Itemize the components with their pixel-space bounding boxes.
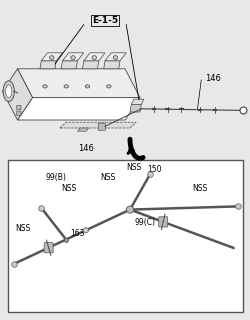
Text: NSS: NSS [15, 224, 30, 233]
Ellipse shape [3, 81, 14, 102]
Text: 99(B): 99(B) [45, 173, 66, 182]
Ellipse shape [6, 85, 12, 98]
FancyBboxPatch shape [17, 111, 21, 116]
Polygon shape [61, 61, 78, 69]
Text: 150: 150 [148, 165, 162, 174]
Ellipse shape [92, 56, 96, 60]
Polygon shape [131, 99, 144, 105]
Ellipse shape [43, 85, 47, 88]
Text: 163: 163 [70, 229, 85, 238]
Polygon shape [2, 69, 32, 120]
Bar [8, 160, 242, 312]
Ellipse shape [85, 85, 90, 88]
Text: NSS: NSS [61, 184, 76, 193]
Text: 99(C): 99(C) [134, 218, 156, 227]
Ellipse shape [71, 56, 75, 60]
Polygon shape [62, 53, 84, 61]
Ellipse shape [113, 56, 118, 60]
Text: NSS: NSS [126, 164, 142, 172]
Polygon shape [40, 61, 56, 69]
FancyBboxPatch shape [98, 123, 106, 130]
Polygon shape [82, 61, 99, 69]
Polygon shape [104, 61, 120, 69]
Polygon shape [105, 53, 126, 61]
Text: E-1-5: E-1-5 [92, 16, 118, 25]
FancyBboxPatch shape [159, 217, 168, 227]
Polygon shape [18, 69, 140, 98]
Polygon shape [84, 53, 105, 61]
FancyBboxPatch shape [44, 243, 53, 253]
Text: NSS: NSS [192, 184, 208, 193]
Ellipse shape [83, 228, 88, 233]
Polygon shape [41, 53, 62, 61]
Polygon shape [130, 105, 141, 112]
Polygon shape [60, 122, 136, 128]
FancyBboxPatch shape [17, 105, 21, 110]
Ellipse shape [106, 85, 111, 88]
Text: NSS: NSS [100, 173, 115, 182]
Polygon shape [18, 98, 140, 120]
Text: 146: 146 [78, 144, 94, 153]
Ellipse shape [126, 206, 134, 213]
Ellipse shape [64, 85, 68, 88]
Polygon shape [78, 128, 89, 131]
Ellipse shape [50, 56, 54, 60]
Text: 146: 146 [205, 74, 221, 83]
